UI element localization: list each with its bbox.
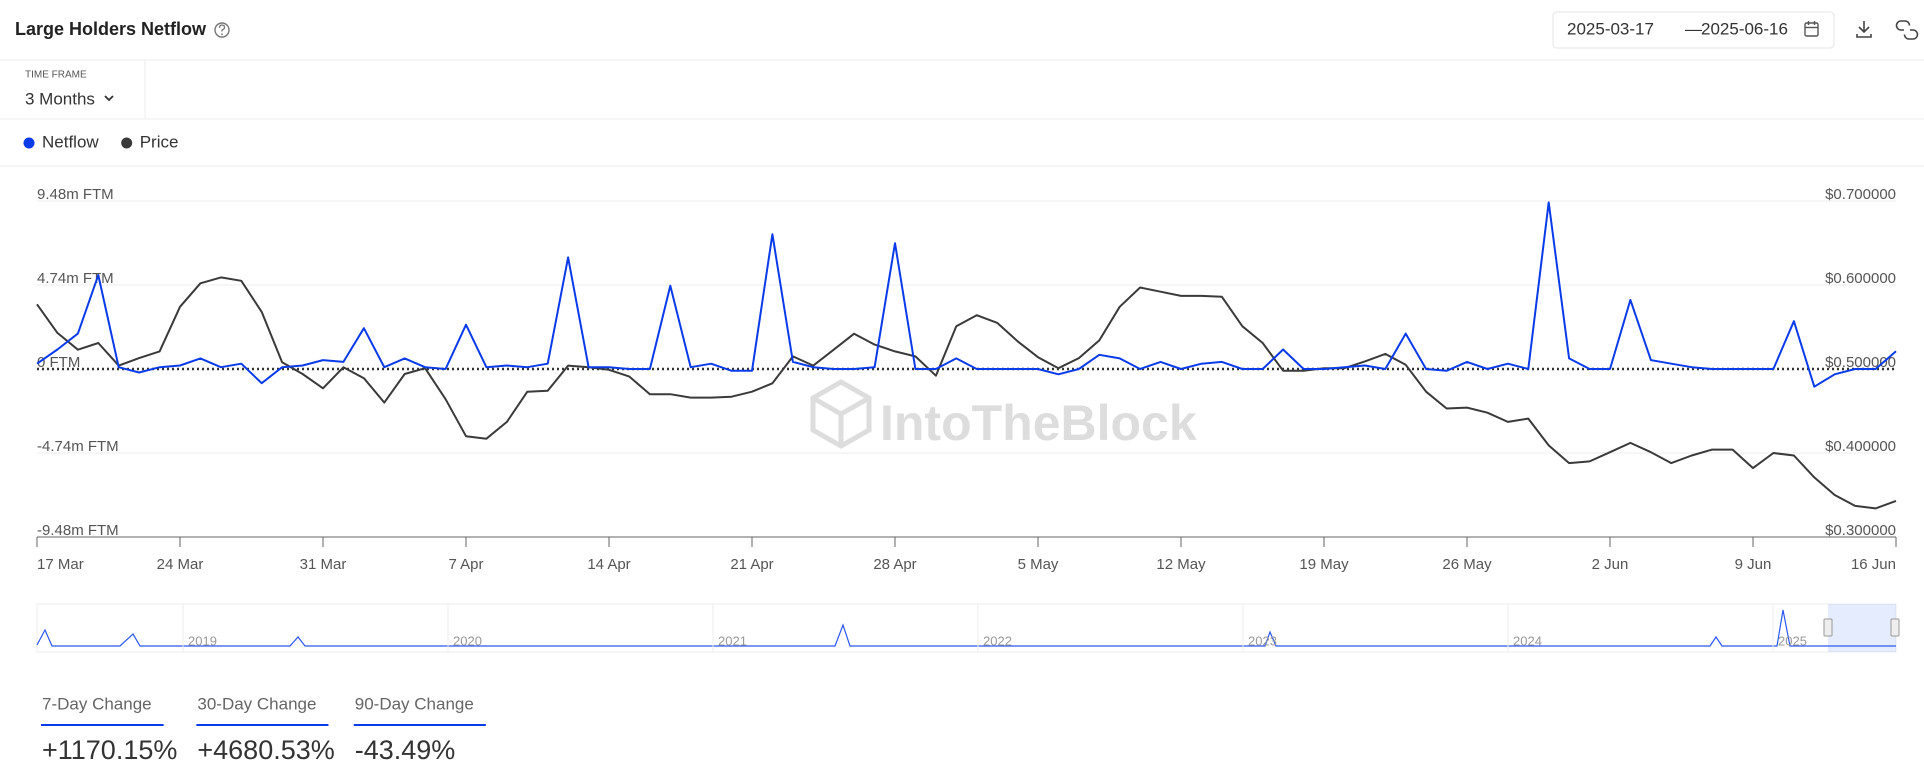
series-line	[36, 201, 1897, 388]
navigator-label: 2019	[188, 633, 217, 648]
series-line	[36, 276, 1897, 510]
navigator-label: 2021	[718, 633, 747, 648]
x-tick-label: 7 Apr	[448, 556, 483, 573]
y-tick-label: 4.74m FTM	[37, 270, 114, 287]
stat-value: -43.49%	[355, 735, 456, 765]
x-tick-label: 19 May	[1299, 556, 1349, 573]
watermark: IntoTheBlock	[880, 395, 1197, 451]
date-end[interactable]: 2025-06-16	[1701, 19, 1788, 38]
date-separator: —	[1685, 19, 1702, 38]
navigator-labels: 2019 2020 2021 2022 2023 2024 2025	[182, 604, 1807, 652]
y-tick-label: 0 FTM	[37, 354, 80, 371]
navigator-label: 2025	[1778, 633, 1807, 648]
time-frame[interactable]: 3 Months	[25, 89, 95, 108]
x-tick-label: 28 Apr	[873, 556, 916, 573]
x-tick-label: 5 May	[1018, 556, 1059, 573]
y2-tick-label: $0.300000	[1825, 522, 1896, 539]
stats: 7-Day Change +1170.15% 30-Day Change +4680.…	[41, 694, 486, 765]
dropdown-chevron[interactable]	[104, 95, 114, 102]
y2-tick-label: $0.400000	[1825, 438, 1896, 455]
calendar-icon[interactable]	[1804, 21, 1819, 37]
stat-label[interactable]: 90-Day Change	[355, 694, 474, 713]
y-tick-label: -9.48m FTM	[37, 522, 119, 539]
help-icon[interactable]	[214, 22, 230, 38]
navigator-label: 2023	[1248, 633, 1277, 648]
y-tick-label: 9.48m FTM	[37, 186, 114, 203]
navigator-handle[interactable]	[1823, 618, 1833, 637]
date-range[interactable]	[1552, 11, 1835, 49]
y2-tick-label: $0.600000	[1825, 270, 1896, 287]
stat-value: +4680.53%	[197, 735, 334, 765]
download-icon[interactable]	[1856, 21, 1872, 38]
plot: 9.48m FTM 4.74m FTM 0 FTM -4.74m FTM -9.48m …	[36, 186, 1897, 573]
time-frame-label: TIME FRAME	[25, 70, 87, 81]
x-tick-label: 21 Apr	[730, 556, 773, 573]
x-tick-label: 12 May	[1156, 556, 1206, 573]
navigator-label: 2022	[983, 633, 1012, 648]
navigator-selection[interactable]	[1828, 604, 1896, 652]
stat-value: +1170.15%	[42, 735, 177, 765]
title: Large Holders Netflow	[15, 19, 207, 39]
stat-label[interactable]: 30-Day Change	[197, 694, 316, 713]
x-tick-label: 14 Apr	[587, 556, 630, 573]
stat-label[interactable]: 7-Day Change	[42, 694, 152, 713]
link-icon[interactable]	[1895, 20, 1919, 40]
navigator-label: 2024	[1513, 633, 1542, 648]
navigator-handle[interactable]	[1890, 618, 1900, 637]
navigator-label: 2020	[453, 633, 482, 648]
navigator[interactable]	[36, 603, 1897, 653]
legend-label[interactable]: Price	[140, 132, 179, 151]
legend-label[interactable]: Netflow	[42, 132, 99, 151]
navigator-line	[36, 609, 1896, 647]
x-tick-label: 17 Mar	[37, 556, 84, 573]
x-tick-label: 26 May	[1442, 556, 1492, 573]
x-tick-label: 16 Jun	[1851, 556, 1896, 573]
x-tick-label: 31 Mar	[300, 556, 347, 573]
legend-marker[interactable]	[23, 137, 35, 149]
legend: Netflow Price	[23, 132, 179, 151]
watermark-logo	[810, 379, 872, 449]
date-start[interactable]: 2025-03-17	[1567, 19, 1654, 38]
y-tick-label: -4.74m FTM	[37, 438, 119, 455]
legend-marker[interactable]	[121, 137, 133, 149]
x-tick-label: 2 Jun	[1592, 556, 1629, 573]
y2-tick-label: $0.700000	[1825, 186, 1896, 203]
x-tick-label: 24 Mar	[157, 556, 204, 573]
x-tick-label: 9 Jun	[1735, 556, 1772, 573]
